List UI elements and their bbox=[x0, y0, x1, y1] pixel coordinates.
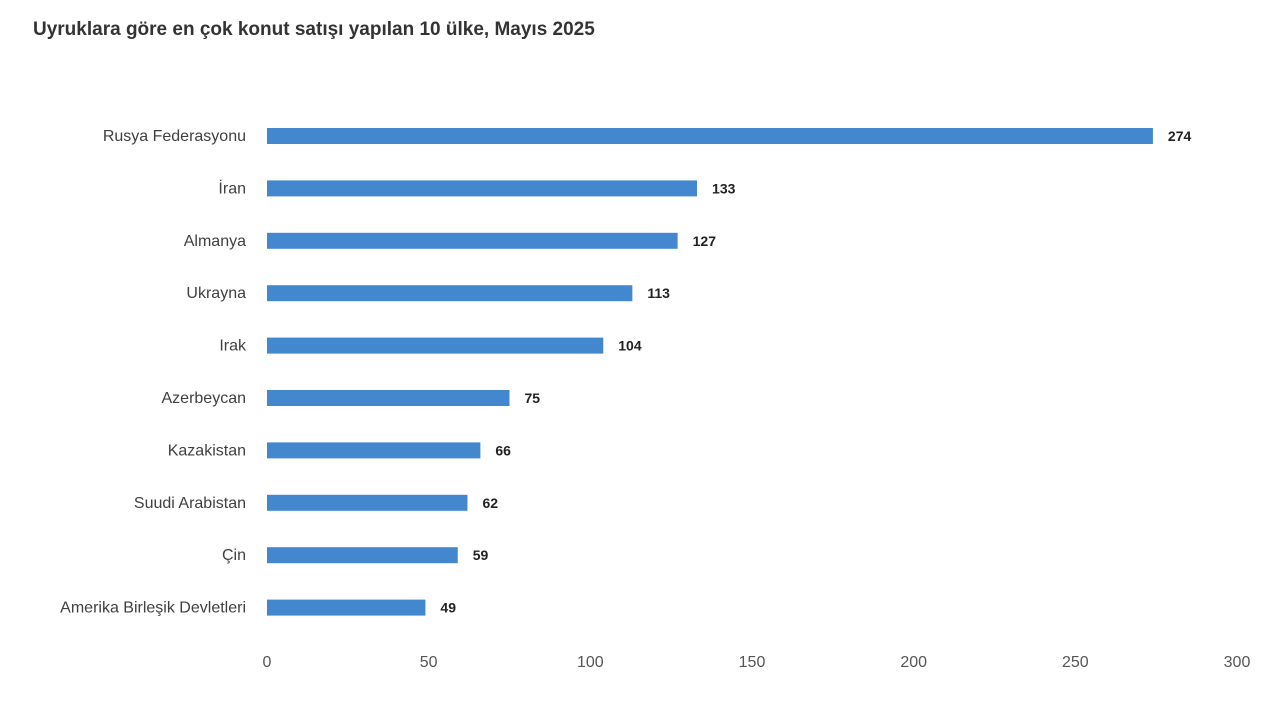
value-label: 49 bbox=[440, 600, 456, 616]
bar bbox=[267, 442, 481, 459]
category-label: Kazakistan bbox=[168, 442, 246, 459]
x-tick-label: 50 bbox=[420, 654, 438, 671]
value-label: 59 bbox=[473, 547, 489, 563]
category-label: İran bbox=[218, 178, 246, 197]
value-label: 104 bbox=[618, 338, 642, 354]
x-tick-label: 0 bbox=[263, 654, 272, 671]
value-label: 274 bbox=[1168, 128, 1192, 144]
x-tick-label: 150 bbox=[739, 654, 766, 671]
value-label: 127 bbox=[693, 233, 717, 249]
category-label: Amerika Birleşik Devletleri bbox=[60, 600, 246, 617]
value-label: 133 bbox=[712, 180, 736, 196]
category-label: Rusya Federasyonu bbox=[103, 128, 246, 145]
category-label: Azerbeycan bbox=[162, 390, 247, 407]
chart-title: Uyruklara göre en çok konut satışı yapıl… bbox=[33, 19, 595, 40]
bar bbox=[267, 390, 510, 406]
bar bbox=[267, 232, 678, 249]
category-label: Çin bbox=[222, 547, 246, 564]
x-tick-label: 300 bbox=[1224, 654, 1251, 671]
category-label: Suudi Arabistan bbox=[134, 495, 246, 512]
category-label: Almanya bbox=[184, 233, 246, 250]
x-tick-label: 100 bbox=[577, 654, 604, 671]
bar bbox=[267, 599, 426, 616]
bar bbox=[267, 180, 698, 197]
bar bbox=[267, 547, 458, 564]
value-label: 66 bbox=[495, 442, 511, 458]
bar bbox=[267, 337, 604, 354]
bar bbox=[267, 494, 468, 511]
bar bbox=[267, 128, 1153, 144]
value-label: 113 bbox=[647, 285, 670, 301]
value-label: 75 bbox=[525, 390, 541, 406]
bar bbox=[267, 285, 633, 302]
value-label: 62 bbox=[482, 495, 498, 511]
category-label: Ukrayna bbox=[186, 285, 246, 302]
category-label: Irak bbox=[219, 338, 247, 355]
x-tick-label: 200 bbox=[900, 654, 927, 671]
x-tick-label: 250 bbox=[1062, 654, 1089, 671]
